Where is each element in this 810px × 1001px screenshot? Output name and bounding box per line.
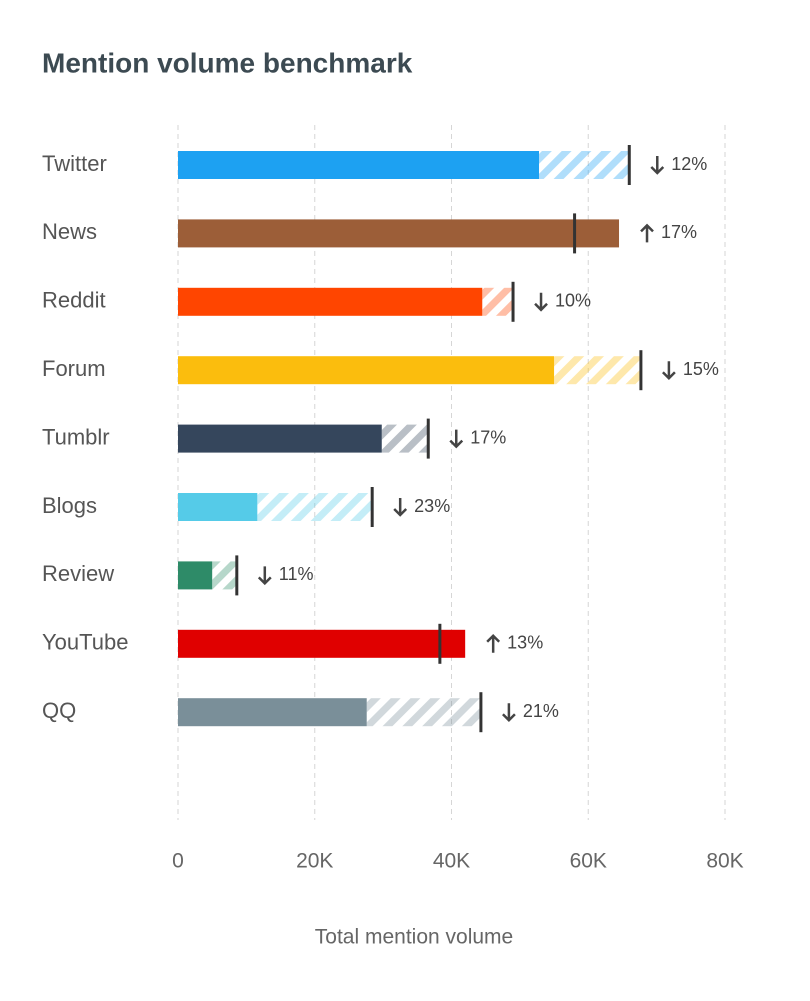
target-gap: [381, 424, 429, 453]
change-arrow: [662, 361, 676, 380]
bar: [178, 151, 540, 179]
x-tick-label: 80K: [706, 850, 743, 873]
category-label: Reddit: [42, 288, 106, 313]
category-label: YouTube: [42, 630, 128, 655]
bar: [178, 629, 466, 658]
change-arrow: [449, 429, 464, 449]
category-label: News: [42, 219, 97, 244]
change-label: 21%: [523, 701, 559, 721]
change-label: 10%: [555, 291, 591, 311]
change-label: 11%: [279, 564, 314, 584]
x-tick-label: 0: [172, 850, 184, 873]
change-arrow: [257, 566, 272, 586]
target-gap: [539, 151, 630, 179]
category-label: Twitter: [42, 151, 107, 176]
change-arrow: [534, 292, 548, 312]
change-arrow: [502, 703, 516, 722]
change-arrow: [486, 634, 501, 653]
target-gap: [366, 698, 481, 727]
change-arrow: [650, 156, 665, 175]
x-axis-label: Total mention volume: [315, 926, 513, 949]
change-label: 17%: [661, 222, 697, 242]
change-label: 17%: [470, 427, 506, 447]
target-gap: [482, 287, 514, 316]
target-gap: [212, 561, 237, 590]
category-label: Forum: [42, 356, 106, 381]
change-label: 23%: [414, 496, 450, 516]
bar: [178, 424, 382, 453]
change-label: 15%: [683, 359, 719, 379]
category-label: Tumblr: [42, 424, 110, 449]
x-tick-label: 20K: [296, 850, 333, 873]
bar: [178, 356, 555, 385]
bar: [178, 698, 367, 727]
change-arrow: [393, 498, 408, 517]
bar: [178, 287, 483, 316]
bar: [178, 561, 213, 590]
chart-title: Mention volume benchmark: [42, 47, 413, 78]
category-label: Blogs: [42, 493, 97, 518]
category-label: Review: [42, 561, 114, 586]
change-arrow: [640, 223, 654, 243]
x-tick-label: 40K: [433, 850, 470, 873]
bar: [178, 219, 620, 248]
x-tick-label: 60K: [570, 850, 607, 873]
change-label: 13%: [507, 633, 543, 653]
change-label: 12%: [671, 154, 707, 174]
category-label: QQ: [42, 698, 76, 723]
bar: [178, 493, 258, 521]
target-gap: [257, 493, 373, 521]
target-gap: [554, 356, 641, 385]
